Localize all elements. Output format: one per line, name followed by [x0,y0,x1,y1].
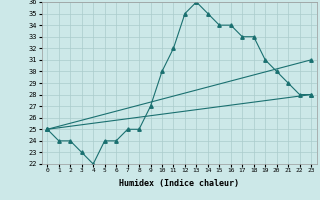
X-axis label: Humidex (Indice chaleur): Humidex (Indice chaleur) [119,179,239,188]
